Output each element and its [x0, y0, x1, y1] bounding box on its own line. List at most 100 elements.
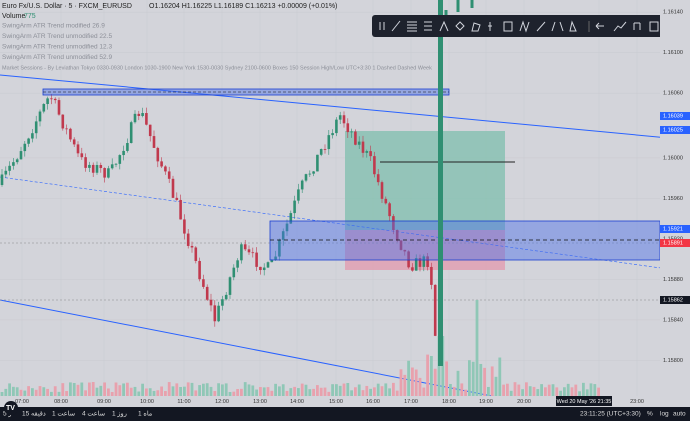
volume-bar — [270, 390, 274, 396]
candle-body — [8, 165, 11, 171]
volume-value: 775 — [24, 13, 36, 20]
timeframe-button[interactable]: 1 ماه — [138, 410, 153, 418]
candle-body — [186, 233, 190, 246]
timeframe-button[interactable]: 1 روز — [112, 411, 127, 418]
candle-body — [297, 189, 300, 201]
time-label: 09:00 — [97, 399, 111, 405]
candle-body — [80, 153, 84, 158]
tool-arrow[interactable] — [595, 22, 604, 30]
volume-bar — [285, 390, 289, 396]
volume-bar — [114, 382, 118, 396]
candle-body — [430, 266, 433, 285]
tool-range[interactable] — [503, 21, 513, 32]
volume-bar — [95, 387, 99, 396]
candle-body — [171, 178, 175, 198]
candle-body — [110, 164, 114, 169]
price-label: 1.15840 — [663, 317, 683, 323]
candle-body — [350, 131, 353, 133]
candle-body — [304, 174, 308, 181]
candle-body — [118, 155, 122, 164]
candle-body — [114, 163, 118, 165]
tool-measure[interactable] — [551, 21, 564, 32]
volume-bar — [53, 386, 57, 396]
volume-bar — [323, 387, 327, 396]
tool-shape[interactable] — [455, 21, 465, 31]
candle-body — [99, 165, 103, 169]
volume-bar — [525, 382, 528, 396]
timeframe-button[interactable]: 5 ر — [3, 411, 12, 418]
volume-bar — [464, 389, 467, 396]
candle-body — [335, 119, 338, 134]
volume-bar — [494, 376, 498, 396]
candle-body — [300, 180, 304, 190]
volume-bar — [251, 385, 255, 396]
scale-option[interactable]: auto — [673, 411, 686, 418]
volume-bar — [331, 384, 334, 396]
candle-body — [369, 151, 372, 157]
candle-body — [354, 131, 357, 145]
volume-bar — [418, 377, 422, 396]
tool-lines[interactable] — [424, 21, 432, 31]
volume-bar — [380, 386, 384, 396]
tool-pattern[interactable] — [439, 20, 449, 32]
scale-option[interactable]: % — [647, 411, 653, 418]
candle-body — [122, 150, 125, 156]
candle-body — [456, 0, 460, 12]
indicator-legend: SwingArm ATR Trend unmodified 52.9 — [2, 54, 112, 61]
tool-trend[interactable] — [613, 21, 627, 32]
volume-bar — [186, 382, 190, 396]
candle-body — [190, 245, 194, 248]
volume-bar — [373, 387, 376, 396]
time-label: 20:00 — [517, 399, 531, 405]
volume-bar — [521, 389, 524, 396]
candle-body — [202, 279, 205, 287]
timeframe-button[interactable]: 4 ساعت — [82, 410, 106, 418]
tool-more[interactable] — [649, 21, 659, 32]
volume-bar — [247, 384, 251, 396]
candles — [0, 0, 474, 337]
scale-option[interactable]: log — [660, 411, 669, 418]
volume-bar — [12, 386, 15, 396]
volume-bar — [259, 387, 262, 396]
volume-bar — [179, 386, 182, 396]
timeframe-button[interactable]: 15 دقیقه — [22, 411, 46, 418]
volume-bar — [31, 388, 34, 396]
candle-body — [384, 198, 388, 204]
volume-bar — [582, 382, 585, 396]
volume-bar — [65, 391, 68, 396]
volume-bar — [221, 384, 224, 396]
tool-forecast[interactable] — [519, 20, 530, 33]
tool-line[interactable] — [391, 20, 401, 32]
tool-settings[interactable] — [633, 22, 641, 30]
volume-bar — [361, 390, 365, 396]
candle-body — [34, 121, 38, 134]
volume-bar — [426, 354, 429, 396]
volume-bar — [452, 386, 456, 396]
volume-bar — [171, 386, 175, 396]
candle-body — [338, 115, 342, 120]
toolbar-icons — [379, 20, 659, 33]
tool-brush[interactable] — [471, 22, 481, 32]
candle-body — [444, 10, 448, 16]
volume-bar — [532, 386, 536, 396]
candle-body — [470, 0, 474, 8]
tool-flag[interactable] — [569, 20, 577, 32]
volume-bar — [517, 384, 521, 396]
volume-bar — [585, 389, 589, 396]
tool-fib[interactable] — [407, 21, 417, 32]
price-label: 1.15880 — [663, 277, 683, 283]
volume-bar — [167, 382, 171, 396]
timeframe-button[interactable]: 1 ساعت — [52, 410, 76, 418]
tool-text[interactable] — [488, 22, 492, 31]
time-label: 08:00 — [54, 399, 68, 405]
volume-bar — [46, 388, 49, 396]
tool-pen[interactable] — [536, 21, 546, 32]
volume-bar — [137, 391, 141, 396]
volume-bar — [502, 384, 505, 396]
candle-body — [137, 113, 141, 116]
tv-logo: TV — [4, 401, 18, 415]
candle-body — [411, 267, 414, 271]
candle-body — [414, 258, 418, 271]
volume-bar — [19, 389, 23, 396]
